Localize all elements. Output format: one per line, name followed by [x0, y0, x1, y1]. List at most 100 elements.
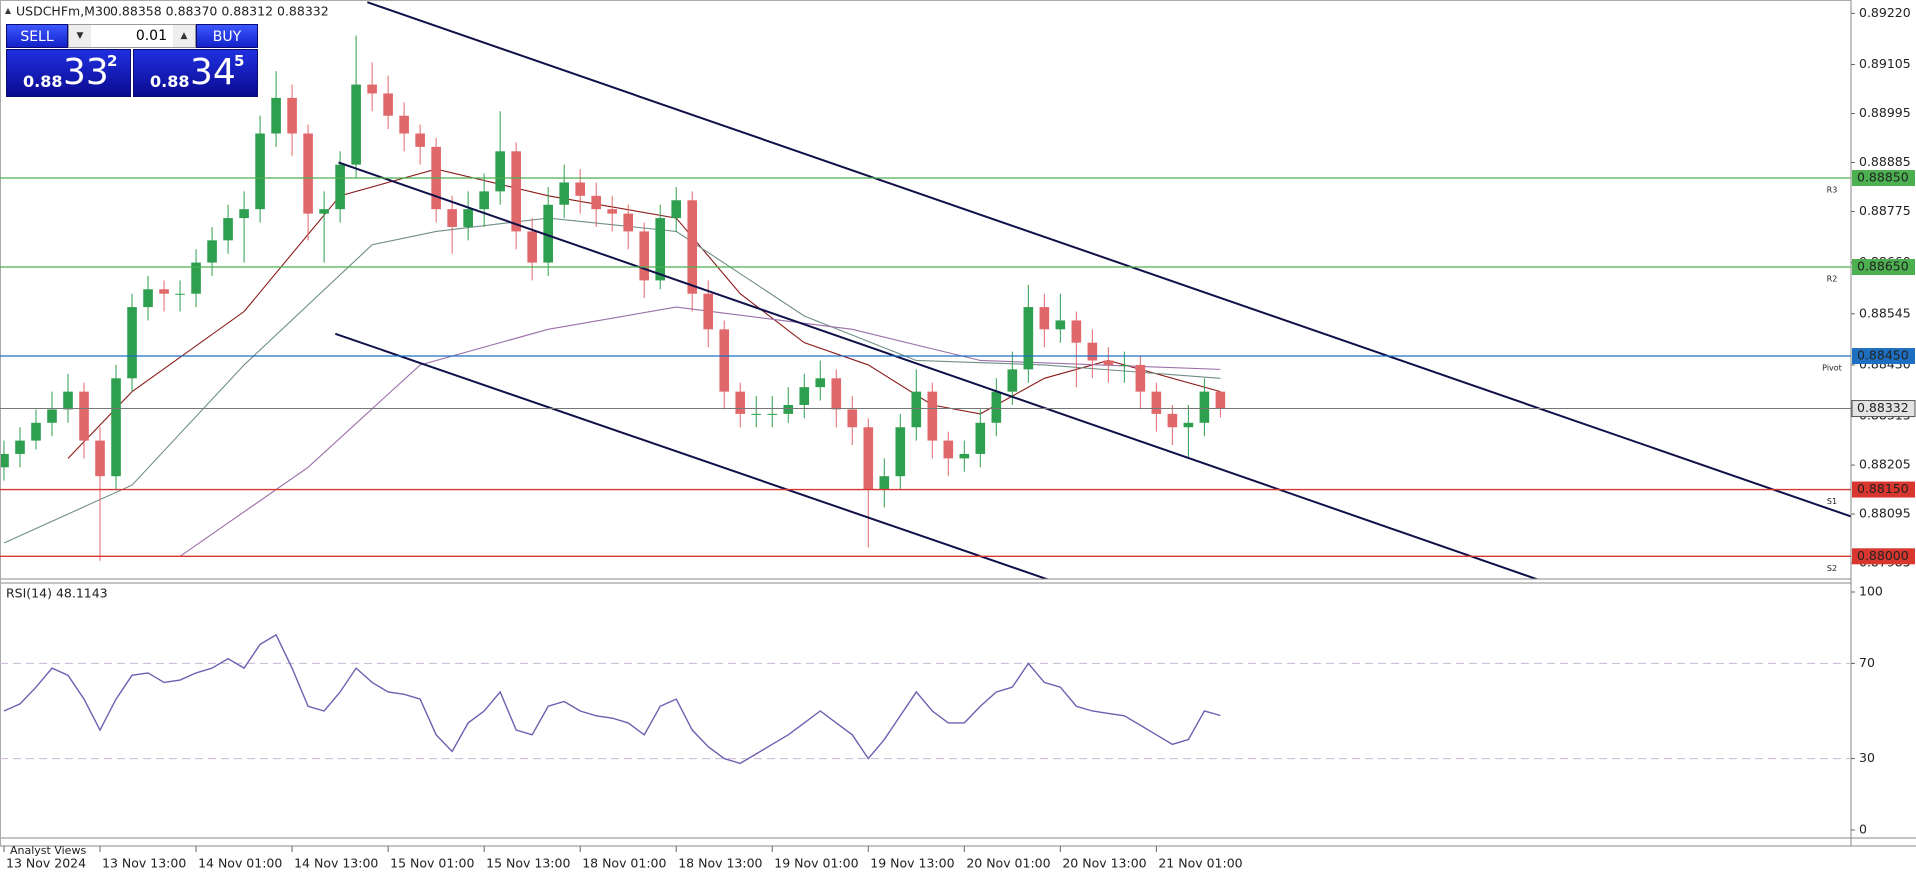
y-tick-label: 70 — [1859, 655, 1875, 670]
y-tick-label: 0.88775 — [1859, 203, 1911, 218]
moving-average — [179, 306, 1221, 557]
level-name: R2 — [1827, 275, 1838, 284]
x-tick-label: 13 Nov 13:00 — [102, 856, 186, 871]
lot-down[interactable]: ▼ — [69, 25, 91, 47]
candle-body — [143, 289, 153, 308]
x-tick-label: 18 Nov 13:00 — [678, 856, 762, 871]
candle-body — [95, 440, 105, 477]
one-click-trading: SELL 0.01 ▼ ▲ BUY 0.88 33 2 0.88 34 5 — [6, 24, 258, 97]
candle-body — [1199, 391, 1210, 423]
price-tag-label: 0.88650 — [1857, 259, 1909, 274]
price-tag-label: 0.88332 — [1857, 400, 1909, 415]
candle-body — [335, 164, 345, 210]
candle-body — [767, 413, 778, 415]
x-tick-label: 14 Nov 13:00 — [294, 856, 378, 871]
candle-body — [319, 209, 329, 214]
candle-body — [863, 427, 874, 490]
sell-button[interactable]: SELL — [6, 24, 68, 48]
candle-body — [751, 413, 762, 415]
candle-body — [959, 453, 970, 459]
candle-body — [655, 218, 666, 281]
trend-line — [334, 332, 1050, 579]
candle-body — [639, 231, 650, 281]
candle-body — [575, 182, 585, 196]
candle-body — [223, 218, 233, 241]
price-prefix: 0.88 — [23, 72, 63, 91]
rsi-line — [3, 633, 1221, 765]
candle-body — [559, 182, 569, 205]
candle-body — [831, 378, 842, 410]
candle-body — [975, 422, 986, 454]
price-big: 33 — [63, 52, 109, 93]
x-tick-label: 20 Nov 01:00 — [966, 856, 1050, 871]
footer-tab[interactable]: Analyst Views — [10, 844, 86, 857]
x-tick-label: 15 Nov 13:00 — [486, 856, 570, 871]
price-small: 5 — [234, 52, 245, 70]
candle-body — [495, 151, 505, 192]
y-tick-label: 0.88545 — [1859, 305, 1911, 320]
candle-body — [1167, 413, 1178, 428]
level-name: R3 — [1827, 186, 1838, 195]
candle-body — [1215, 391, 1226, 409]
candle-body — [1119, 364, 1130, 366]
candle-body — [447, 209, 457, 227]
candle-body — [991, 391, 1002, 423]
candle-body — [511, 151, 521, 232]
price-small: 2 — [107, 52, 118, 70]
candle-body — [1087, 342, 1098, 361]
y-tick-label: 0.88885 — [1859, 154, 1911, 169]
candle-body — [383, 93, 393, 116]
candle-body — [31, 422, 41, 441]
candle-body — [415, 133, 425, 147]
candle-body — [1151, 391, 1162, 414]
candle-body — [63, 391, 73, 410]
candle-body — [703, 293, 714, 330]
buy-button[interactable]: BUY — [196, 24, 258, 48]
trend-line — [366, 1, 1851, 518]
buy-price[interactable]: 0.88 34 5 — [133, 49, 258, 97]
candle-body — [127, 307, 137, 379]
y-tick-label: 100 — [1859, 584, 1883, 599]
candle-body — [479, 191, 489, 210]
candle-body — [847, 409, 858, 428]
candle-body — [1071, 320, 1082, 343]
y-tick-label: 0.89220 — [1859, 5, 1911, 20]
price-tag — [1852, 170, 1915, 187]
symbol: USDCHFm,M30 — [16, 4, 111, 19]
price-tag-label: 0.88000 — [1857, 548, 1909, 563]
candle-body — [815, 378, 826, 388]
x-tick-label: 14 Nov 01:00 — [198, 856, 282, 871]
candle-body — [591, 195, 601, 210]
candle-body — [927, 391, 938, 441]
collapse-arrow[interactable] — [5, 8, 11, 14]
candle-body — [1039, 307, 1050, 330]
x-tick-label: 19 Nov 01:00 — [774, 856, 858, 871]
moving-average — [67, 168, 1221, 459]
level-name: Pivot — [1822, 364, 1842, 373]
candle-body — [175, 293, 185, 295]
sell-price[interactable]: 0.88 33 2 — [6, 49, 131, 97]
candle-body — [527, 231, 537, 263]
y-tick-label: 0.88205 — [1859, 457, 1911, 472]
candle-body — [0, 453, 9, 468]
candle-body — [351, 84, 361, 165]
x-tick-label: 20 Nov 13:00 — [1062, 856, 1146, 871]
candle-body — [399, 115, 409, 134]
y-tick-label: 0.88995 — [1859, 105, 1911, 120]
price-tag — [1852, 259, 1915, 276]
candle-body — [1183, 422, 1194, 428]
price-big: 34 — [190, 52, 236, 93]
x-tick-label: 18 Nov 01:00 — [582, 856, 666, 871]
candle-body — [255, 133, 265, 210]
price-tag — [1851, 400, 1916, 418]
candle-body — [79, 391, 89, 441]
lot-up[interactable]: ▲ — [173, 25, 195, 47]
x-tick-label: 21 Nov 01:00 — [1158, 856, 1242, 871]
candle-body — [463, 209, 473, 227]
candle-body — [687, 200, 698, 294]
price-tag — [1852, 481, 1915, 498]
y-tick-label: 0.88095 — [1859, 506, 1911, 521]
quote: 0.88358 0.88370 0.88312 0.88332 — [110, 4, 329, 19]
